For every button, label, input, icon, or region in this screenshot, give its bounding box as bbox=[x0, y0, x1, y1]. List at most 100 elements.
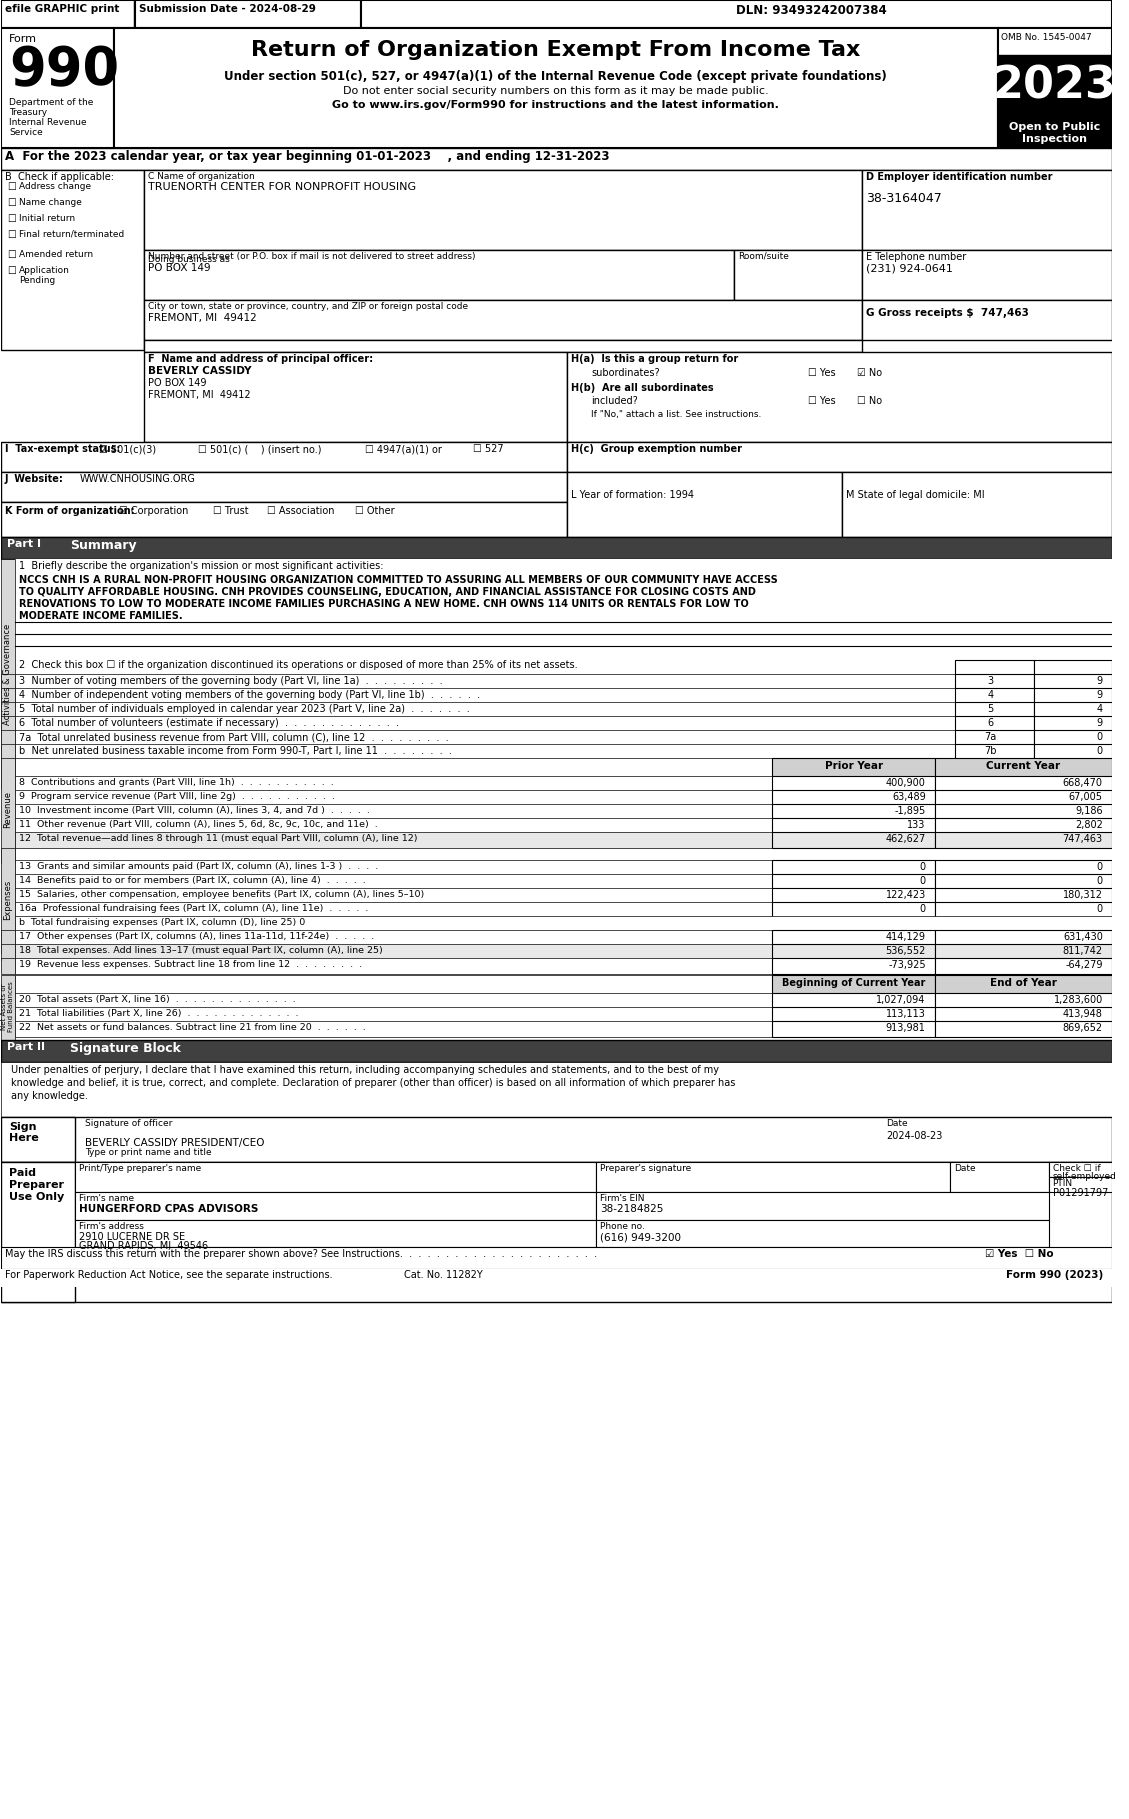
Bar bbox=[1, 675, 15, 691]
Bar bbox=[935, 789, 1112, 806]
Text: Firm's EIN: Firm's EIN bbox=[601, 1193, 645, 1202]
Text: M State of legal domicile: MI: M State of legal domicile: MI bbox=[846, 489, 984, 500]
Text: Form: Form bbox=[9, 35, 37, 44]
Text: 2023: 2023 bbox=[992, 65, 1117, 107]
Bar bbox=[935, 993, 1112, 1010]
Bar bbox=[143, 249, 734, 300]
Bar bbox=[1, 1248, 1112, 1270]
Bar bbox=[134, 0, 361, 27]
Text: -73,925: -73,925 bbox=[889, 960, 926, 970]
Text: Internal Revenue: Internal Revenue bbox=[9, 118, 87, 127]
Bar bbox=[567, 353, 1112, 442]
Bar bbox=[1, 169, 143, 349]
Text: Number and street (or P.O. box if mail is not delivered to street address): Number and street (or P.O. box if mail i… bbox=[148, 253, 475, 260]
Text: Do not enter social security numbers on this form as it may be made public.: Do not enter social security numbers on … bbox=[343, 85, 769, 96]
Text: H(c)  Group exemption number: H(c) Group exemption number bbox=[570, 444, 742, 455]
Text: 4: 4 bbox=[1096, 704, 1103, 715]
Bar bbox=[772, 759, 935, 779]
Bar bbox=[15, 993, 772, 1010]
Text: 747,463: 747,463 bbox=[1062, 833, 1103, 844]
Bar bbox=[772, 1020, 935, 1037]
Bar bbox=[75, 1191, 596, 1221]
Text: 414,129: 414,129 bbox=[886, 931, 926, 942]
Bar bbox=[1049, 1177, 1112, 1191]
Bar bbox=[143, 300, 861, 340]
Text: any knowledge.: any knowledge. bbox=[11, 1091, 88, 1100]
Text: subordinates?: subordinates? bbox=[592, 367, 659, 378]
Text: TRUENORTH CENTER FOR NONPROFIT HOUSING: TRUENORTH CENTER FOR NONPROFIT HOUSING bbox=[148, 182, 415, 193]
Bar bbox=[772, 873, 935, 889]
Bar bbox=[1, 1162, 1112, 1302]
Text: B  Check if applicable:: B Check if applicable: bbox=[5, 173, 114, 182]
Text: Check ☐ if: Check ☐ if bbox=[1052, 1164, 1101, 1173]
Bar bbox=[15, 902, 772, 919]
Text: Treasury: Treasury bbox=[9, 107, 47, 116]
Text: 9: 9 bbox=[1096, 719, 1103, 728]
Bar bbox=[15, 819, 772, 833]
Text: 122,423: 122,423 bbox=[885, 889, 926, 900]
Bar bbox=[15, 831, 772, 848]
Text: 631,430: 631,430 bbox=[1062, 931, 1103, 942]
Text: Prior Year: Prior Year bbox=[825, 760, 883, 771]
Bar bbox=[861, 300, 1112, 340]
Text: ☐ 501(c) (    ) (insert no.): ☐ 501(c) ( ) (insert no.) bbox=[198, 444, 322, 455]
Bar bbox=[1, 147, 1112, 169]
Text: Cat. No. 11282Y: Cat. No. 11282Y bbox=[404, 1270, 483, 1281]
Text: Go to www.irs.gov/Form990 for instructions and the latest information.: Go to www.irs.gov/Form990 for instructio… bbox=[332, 100, 779, 109]
Text: Use Only: Use Only bbox=[9, 1191, 64, 1202]
Text: GRAND RAPIDS, MI  49546: GRAND RAPIDS, MI 49546 bbox=[79, 1241, 208, 1251]
Text: Open to Public
Inspection: Open to Public Inspection bbox=[1009, 122, 1100, 144]
Text: ☐: ☐ bbox=[7, 215, 16, 224]
Text: 0: 0 bbox=[920, 904, 926, 913]
Bar bbox=[15, 777, 772, 791]
Bar bbox=[1, 1040, 1112, 1062]
Bar bbox=[1, 759, 15, 862]
Bar bbox=[15, 930, 772, 946]
Text: 180,312: 180,312 bbox=[1062, 889, 1103, 900]
Text: Phone no.: Phone no. bbox=[601, 1222, 645, 1231]
Bar bbox=[15, 675, 955, 691]
Text: Here: Here bbox=[9, 1133, 38, 1142]
Bar bbox=[772, 777, 935, 791]
Bar bbox=[15, 944, 772, 960]
Text: knowledge and belief, it is true, correct, and complete. Declaration of preparer: knowledge and belief, it is true, correc… bbox=[11, 1079, 735, 1088]
Bar bbox=[935, 759, 1112, 779]
Text: Under section 501(c), 527, or 4947(a)(1) of the Internal Revenue Code (except pr: Under section 501(c), 527, or 4947(a)(1)… bbox=[225, 69, 887, 84]
Bar bbox=[772, 959, 935, 973]
Text: 63,489: 63,489 bbox=[892, 791, 926, 802]
Text: 1,283,600: 1,283,600 bbox=[1053, 995, 1103, 1006]
Text: Doing business as: Doing business as bbox=[148, 255, 229, 264]
Text: Room/suite: Room/suite bbox=[738, 253, 789, 260]
Bar bbox=[998, 116, 1112, 147]
Text: 2024-08-23: 2024-08-23 bbox=[886, 1131, 943, 1141]
Bar bbox=[955, 729, 1034, 748]
Text: 18  Total expenses. Add lines 13–17 (must equal Part IX, column (A), line 25): 18 Total expenses. Add lines 13–17 (must… bbox=[19, 946, 383, 955]
Text: F  Name and address of principal officer:: F Name and address of principal officer: bbox=[148, 355, 373, 364]
Bar bbox=[596, 1191, 1049, 1221]
Text: 16a  Professional fundraising fees (Part IX, column (A), line 11e)  .  .  .  .  : 16a Professional fundraising fees (Part … bbox=[19, 904, 368, 913]
Text: b  Total fundraising expenses (Part IX, column (D), line 25) 0: b Total fundraising expenses (Part IX, c… bbox=[19, 919, 305, 928]
Text: FREMONT, MI  49412: FREMONT, MI 49412 bbox=[148, 389, 251, 400]
Text: For Paperwork Reduction Act Notice, see the separate instructions.: For Paperwork Reduction Act Notice, see … bbox=[5, 1270, 333, 1281]
Bar bbox=[772, 930, 935, 946]
Text: Net Assets or
Fund Balances: Net Assets or Fund Balances bbox=[1, 982, 15, 1033]
Bar bbox=[935, 819, 1112, 833]
Bar bbox=[1, 1117, 1112, 1162]
Text: 7a  Total unrelated business revenue from Part VIII, column (C), line 12  .  .  : 7a Total unrelated business revenue from… bbox=[19, 731, 448, 742]
Bar bbox=[1, 1117, 75, 1162]
Bar bbox=[1, 944, 15, 960]
Bar bbox=[15, 873, 772, 889]
Text: Sign: Sign bbox=[9, 1122, 36, 1131]
Bar bbox=[935, 1008, 1112, 1022]
Bar bbox=[772, 975, 935, 995]
Bar bbox=[75, 1221, 596, 1248]
Bar bbox=[15, 789, 772, 806]
Bar bbox=[1, 930, 15, 946]
Text: 15  Salaries, other compensation, employee benefits (Part IX, column (A), lines : 15 Salaries, other compensation, employe… bbox=[19, 889, 425, 899]
Text: Return of Organization Exempt From Income Tax: Return of Organization Exempt From Incom… bbox=[251, 40, 860, 60]
Text: 0: 0 bbox=[1096, 731, 1103, 742]
Bar bbox=[1, 27, 114, 147]
Text: ☐: ☐ bbox=[7, 198, 16, 207]
Bar bbox=[955, 744, 1034, 762]
Text: 14  Benefits paid to or for members (Part IX, column (A), line 4)  .  .  .  .  .: 14 Benefits paid to or for members (Part… bbox=[19, 877, 366, 886]
